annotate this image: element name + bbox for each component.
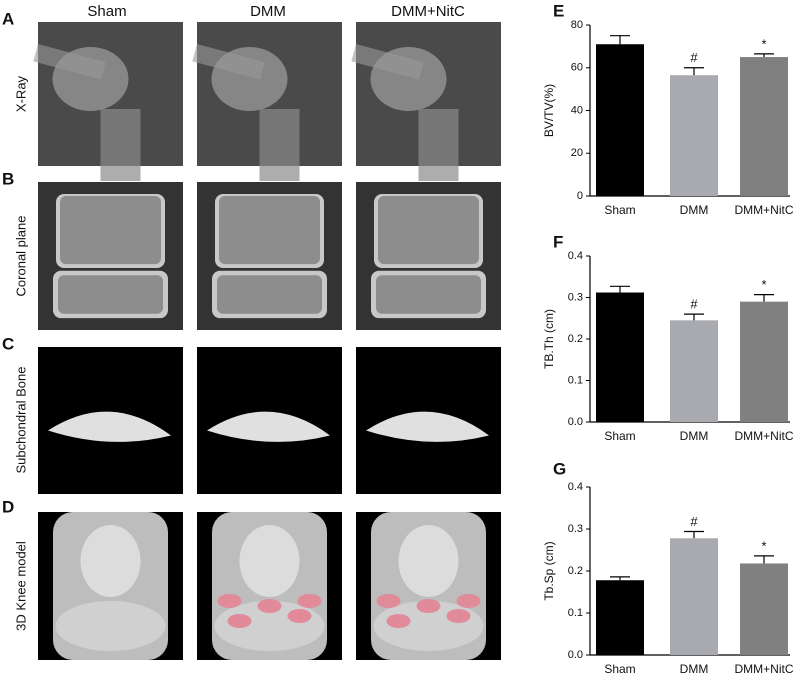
y-tick-label: 60	[571, 62, 583, 74]
significance-marker: #	[690, 50, 698, 65]
significance-marker: *	[761, 36, 766, 51]
bar	[670, 320, 718, 422]
bar	[740, 301, 788, 422]
y-axis-label: BV/TV(%)	[542, 84, 556, 137]
significance-marker: #	[690, 514, 698, 529]
image-shape	[58, 275, 163, 314]
x-tick-label: DMM	[680, 429, 709, 443]
y-tick-label: 20	[571, 147, 583, 159]
y-tick-label: 40	[571, 104, 583, 116]
y-tick-label: 0.4	[568, 250, 583, 262]
image-shape	[456, 594, 481, 608]
y-tick-label: 0	[577, 190, 583, 202]
significance-marker: *	[761, 277, 766, 292]
image-shape	[386, 614, 411, 628]
image-shape	[418, 109, 459, 181]
image-shape	[259, 109, 300, 181]
bar	[740, 563, 788, 655]
image-shape	[80, 525, 141, 597]
bar	[596, 292, 644, 422]
image-shape	[100, 109, 141, 181]
row-label: X-Ray	[13, 75, 28, 112]
y-axis-label: TB.Th (cm)	[542, 309, 556, 369]
image-shape	[60, 196, 161, 265]
row-label: 3D Knee model	[13, 541, 28, 631]
bar	[596, 44, 644, 196]
row-label: Subchondral Bone	[13, 367, 28, 474]
row-label: Coronal plane	[13, 216, 28, 297]
image-shape	[366, 411, 489, 442]
bar	[670, 75, 718, 196]
y-axis-label: Tb.Sp (cm)	[542, 541, 556, 600]
y-tick-label: 0.3	[568, 291, 583, 303]
x-tick-label: Sham	[604, 662, 635, 676]
image-shape	[398, 525, 459, 597]
image-shape	[217, 275, 322, 314]
x-tick-label: DMM+NitC	[735, 203, 794, 217]
y-tick-label: 0.1	[568, 374, 583, 386]
image-shape	[297, 594, 322, 608]
image-shape	[446, 609, 471, 623]
image-grid	[33, 22, 501, 660]
x-tick-label: DMM	[680, 662, 709, 676]
image-shape	[287, 609, 312, 623]
image-shape	[192, 44, 265, 80]
image-shape	[217, 594, 242, 608]
bar	[596, 580, 644, 655]
image-shape	[48, 411, 171, 442]
panel-letter: F	[553, 232, 563, 251]
image-shape	[376, 594, 401, 608]
x-tick-label: Sham	[604, 429, 635, 443]
image-shape	[378, 196, 479, 265]
image-shape	[416, 599, 441, 613]
panel-letter: B	[2, 169, 14, 188]
panel-letter: A	[2, 9, 14, 28]
column-header: Sham	[87, 3, 126, 20]
image-shape	[207, 411, 330, 442]
image-shape	[257, 599, 282, 613]
y-tick-label: 0.3	[568, 523, 583, 535]
y-tick-label: 0.0	[568, 416, 583, 428]
image-shape	[227, 614, 252, 628]
image-shape	[376, 275, 481, 314]
x-tick-label: Sham	[604, 203, 635, 217]
image-shape	[55, 601, 166, 651]
y-tick-label: 0.4	[568, 481, 583, 493]
panel-letter: C	[2, 334, 14, 353]
x-tick-label: DMM+NitC	[735, 429, 794, 443]
significance-marker: *	[761, 538, 766, 553]
significance-marker: #	[690, 297, 698, 312]
x-tick-label: DMM	[680, 203, 709, 217]
y-tick-label: 0.0	[568, 649, 583, 661]
column-header: DMM+NitC	[391, 3, 465, 20]
panel-letter: E	[553, 1, 564, 20]
x-tick-label: DMM+NitC	[735, 662, 794, 676]
image-shape	[239, 525, 300, 597]
y-tick-label: 0.2	[568, 565, 583, 577]
y-tick-label: 80	[571, 19, 583, 31]
y-tick-label: 0.1	[568, 607, 583, 619]
panel-letter: G	[553, 459, 566, 478]
y-tick-label: 0.2	[568, 333, 583, 345]
image-shape	[219, 196, 320, 265]
panel-letter: D	[2, 497, 14, 516]
bar	[740, 57, 788, 196]
image-shape	[33, 44, 106, 80]
image-shape	[351, 43, 424, 80]
column-header: DMM	[250, 3, 286, 20]
bar	[670, 538, 718, 655]
